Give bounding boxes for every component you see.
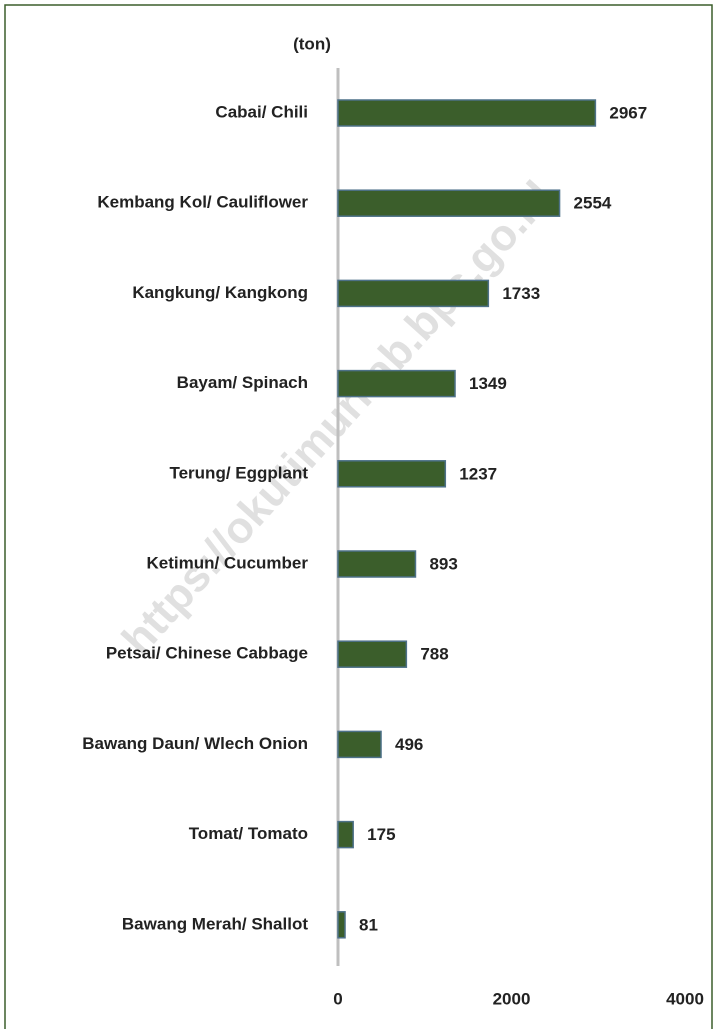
x-tick-label: 0 [333,989,342,1008]
category-label: Kembang Kol/ Cauliflower [97,193,308,212]
bar [337,820,354,849]
value-label: 175 [367,825,395,844]
bar [337,189,561,217]
value-label: 1237 [459,464,497,483]
axis-label: (ton) [293,34,331,53]
category-label: Tomat/ Tomato [189,824,308,843]
category-label: Ketimun/ Cucumber [146,553,308,572]
value-label: 893 [429,554,457,573]
category-label: Petsai/ Chinese Cabbage [106,644,308,663]
value-label: 81 [359,915,378,934]
x-tick-label: 4000 [666,989,704,1008]
bar [337,99,597,127]
category-label: Bawang Daun/ Wlech Onion [82,734,308,753]
bar [337,279,490,308]
value-label: 2554 [574,194,612,213]
bar [337,911,346,939]
bar [337,550,417,578]
category-label: Bayam/ Spinach [177,373,308,392]
bar [337,460,447,488]
frame [4,4,713,1029]
bar [337,369,456,398]
value-label: 788 [420,645,448,664]
value-label: 2967 [609,103,647,122]
value-label: 1349 [469,374,507,393]
category-label: Bawang Merah/ Shallot [122,914,308,933]
value-label: 1733 [502,284,540,303]
category-label: Terung/ Eggplant [169,463,308,482]
category-label: Kangkung/ Kangkong [132,283,308,302]
bar [337,640,408,668]
bar [337,730,382,759]
x-tick-label: 2000 [493,989,531,1008]
category-label: Cabai/ Chili [215,102,308,121]
value-label: 496 [395,735,423,754]
